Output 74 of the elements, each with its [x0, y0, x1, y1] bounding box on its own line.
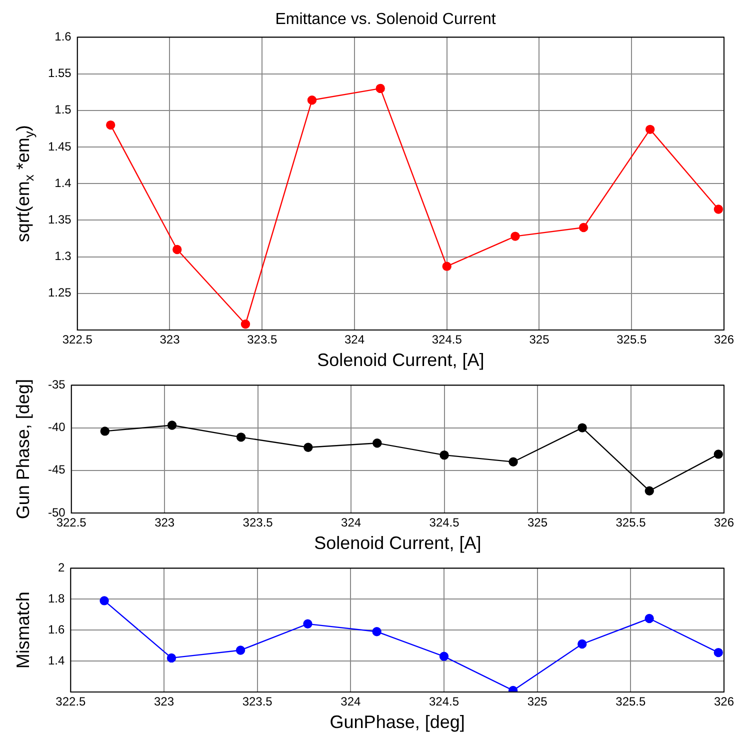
x-tick-label: 324.5 — [428, 694, 460, 709]
point — [578, 639, 587, 649]
x-tick-label: 326 — [714, 516, 734, 530]
point — [645, 124, 655, 134]
x-tick-label: 324 — [344, 332, 365, 347]
point — [644, 614, 654, 624]
point — [714, 648, 723, 658]
point — [303, 619, 312, 629]
point — [578, 222, 588, 232]
x-tick-label: 325 — [527, 694, 548, 709]
x-axis-title: Solenoid Current, [A] — [317, 350, 484, 370]
y-tick-label: 2 — [58, 560, 65, 575]
point — [376, 84, 385, 94]
y-axis-title: Gun Phase, [deg] — [12, 379, 33, 520]
point — [106, 120, 116, 130]
point — [644, 486, 654, 496]
point — [372, 438, 382, 448]
point — [166, 653, 176, 663]
x-tick-label: 323.5 — [247, 332, 278, 347]
chart-title: Emittance vs. Solenoid Current — [275, 11, 496, 28]
y-tick-label: 1.3 — [54, 249, 72, 264]
point — [714, 450, 723, 459]
point — [442, 262, 452, 271]
y-axis-title: sqrt(emx *emy) — [12, 125, 37, 242]
x-tick-label: 323 — [154, 516, 175, 530]
x-tick-label: 324.5 — [429, 516, 460, 530]
x-tick-label: 326 — [714, 332, 734, 347]
point — [236, 646, 246, 655]
x-tick-label: 323.5 — [242, 516, 274, 530]
point — [510, 232, 520, 241]
point — [440, 450, 449, 460]
point — [578, 423, 587, 432]
y-tick-label: -40 — [48, 420, 66, 434]
y-tick-label: 1.6 — [48, 622, 65, 636]
x-tick-label: 325 — [528, 516, 548, 530]
y-tick-label: -45 — [48, 462, 66, 477]
point — [307, 96, 317, 105]
point — [372, 627, 382, 636]
x-tick-label: 323 — [160, 332, 180, 347]
x-tick-label: 325.5 — [616, 332, 647, 347]
y-tick-label: 1.45 — [48, 139, 72, 154]
x-tick-label: 326 — [714, 694, 734, 709]
x-tick-label: 322.5 — [56, 694, 86, 709]
point — [236, 432, 246, 442]
x-tick-label: 324 — [340, 694, 362, 709]
point — [172, 244, 182, 254]
y-tick-label: 1.6 — [54, 30, 72, 44]
x-tick-label: 324 — [341, 516, 362, 530]
x-tick-label: 325 — [529, 332, 550, 347]
y-tick-label: 1.4 — [48, 653, 65, 668]
point — [240, 320, 250, 329]
point — [508, 457, 518, 466]
point — [439, 652, 449, 662]
x-tick-label: 322.5 — [62, 332, 93, 347]
x-tick-label: 323 — [154, 694, 174, 709]
y-tick-label: 1.4 — [54, 176, 72, 190]
point — [714, 204, 724, 214]
point — [100, 426, 110, 436]
y-axis-title: Mismatch — [12, 592, 33, 669]
y-tick-label: 1.55 — [48, 66, 72, 80]
y-tick-label: 1.8 — [48, 591, 65, 606]
point — [304, 442, 313, 452]
x-tick-label: 323.5 — [242, 694, 273, 709]
y-tick-label: 1.35 — [48, 212, 72, 227]
y-tick-label: 1.25 — [48, 286, 72, 300]
x-axis-title: GunPhase, [deg] — [330, 712, 465, 732]
point — [100, 596, 109, 606]
x-axis-title: Solenoid Current, [A] — [314, 533, 482, 554]
y-tick-label: -35 — [48, 378, 66, 392]
x-tick-label: 325.5 — [616, 694, 646, 709]
x-tick-label: 324.5 — [432, 332, 462, 347]
x-tick-label: 325.5 — [616, 516, 646, 530]
point — [167, 420, 177, 430]
y-tick-label: 1.5 — [54, 102, 72, 117]
